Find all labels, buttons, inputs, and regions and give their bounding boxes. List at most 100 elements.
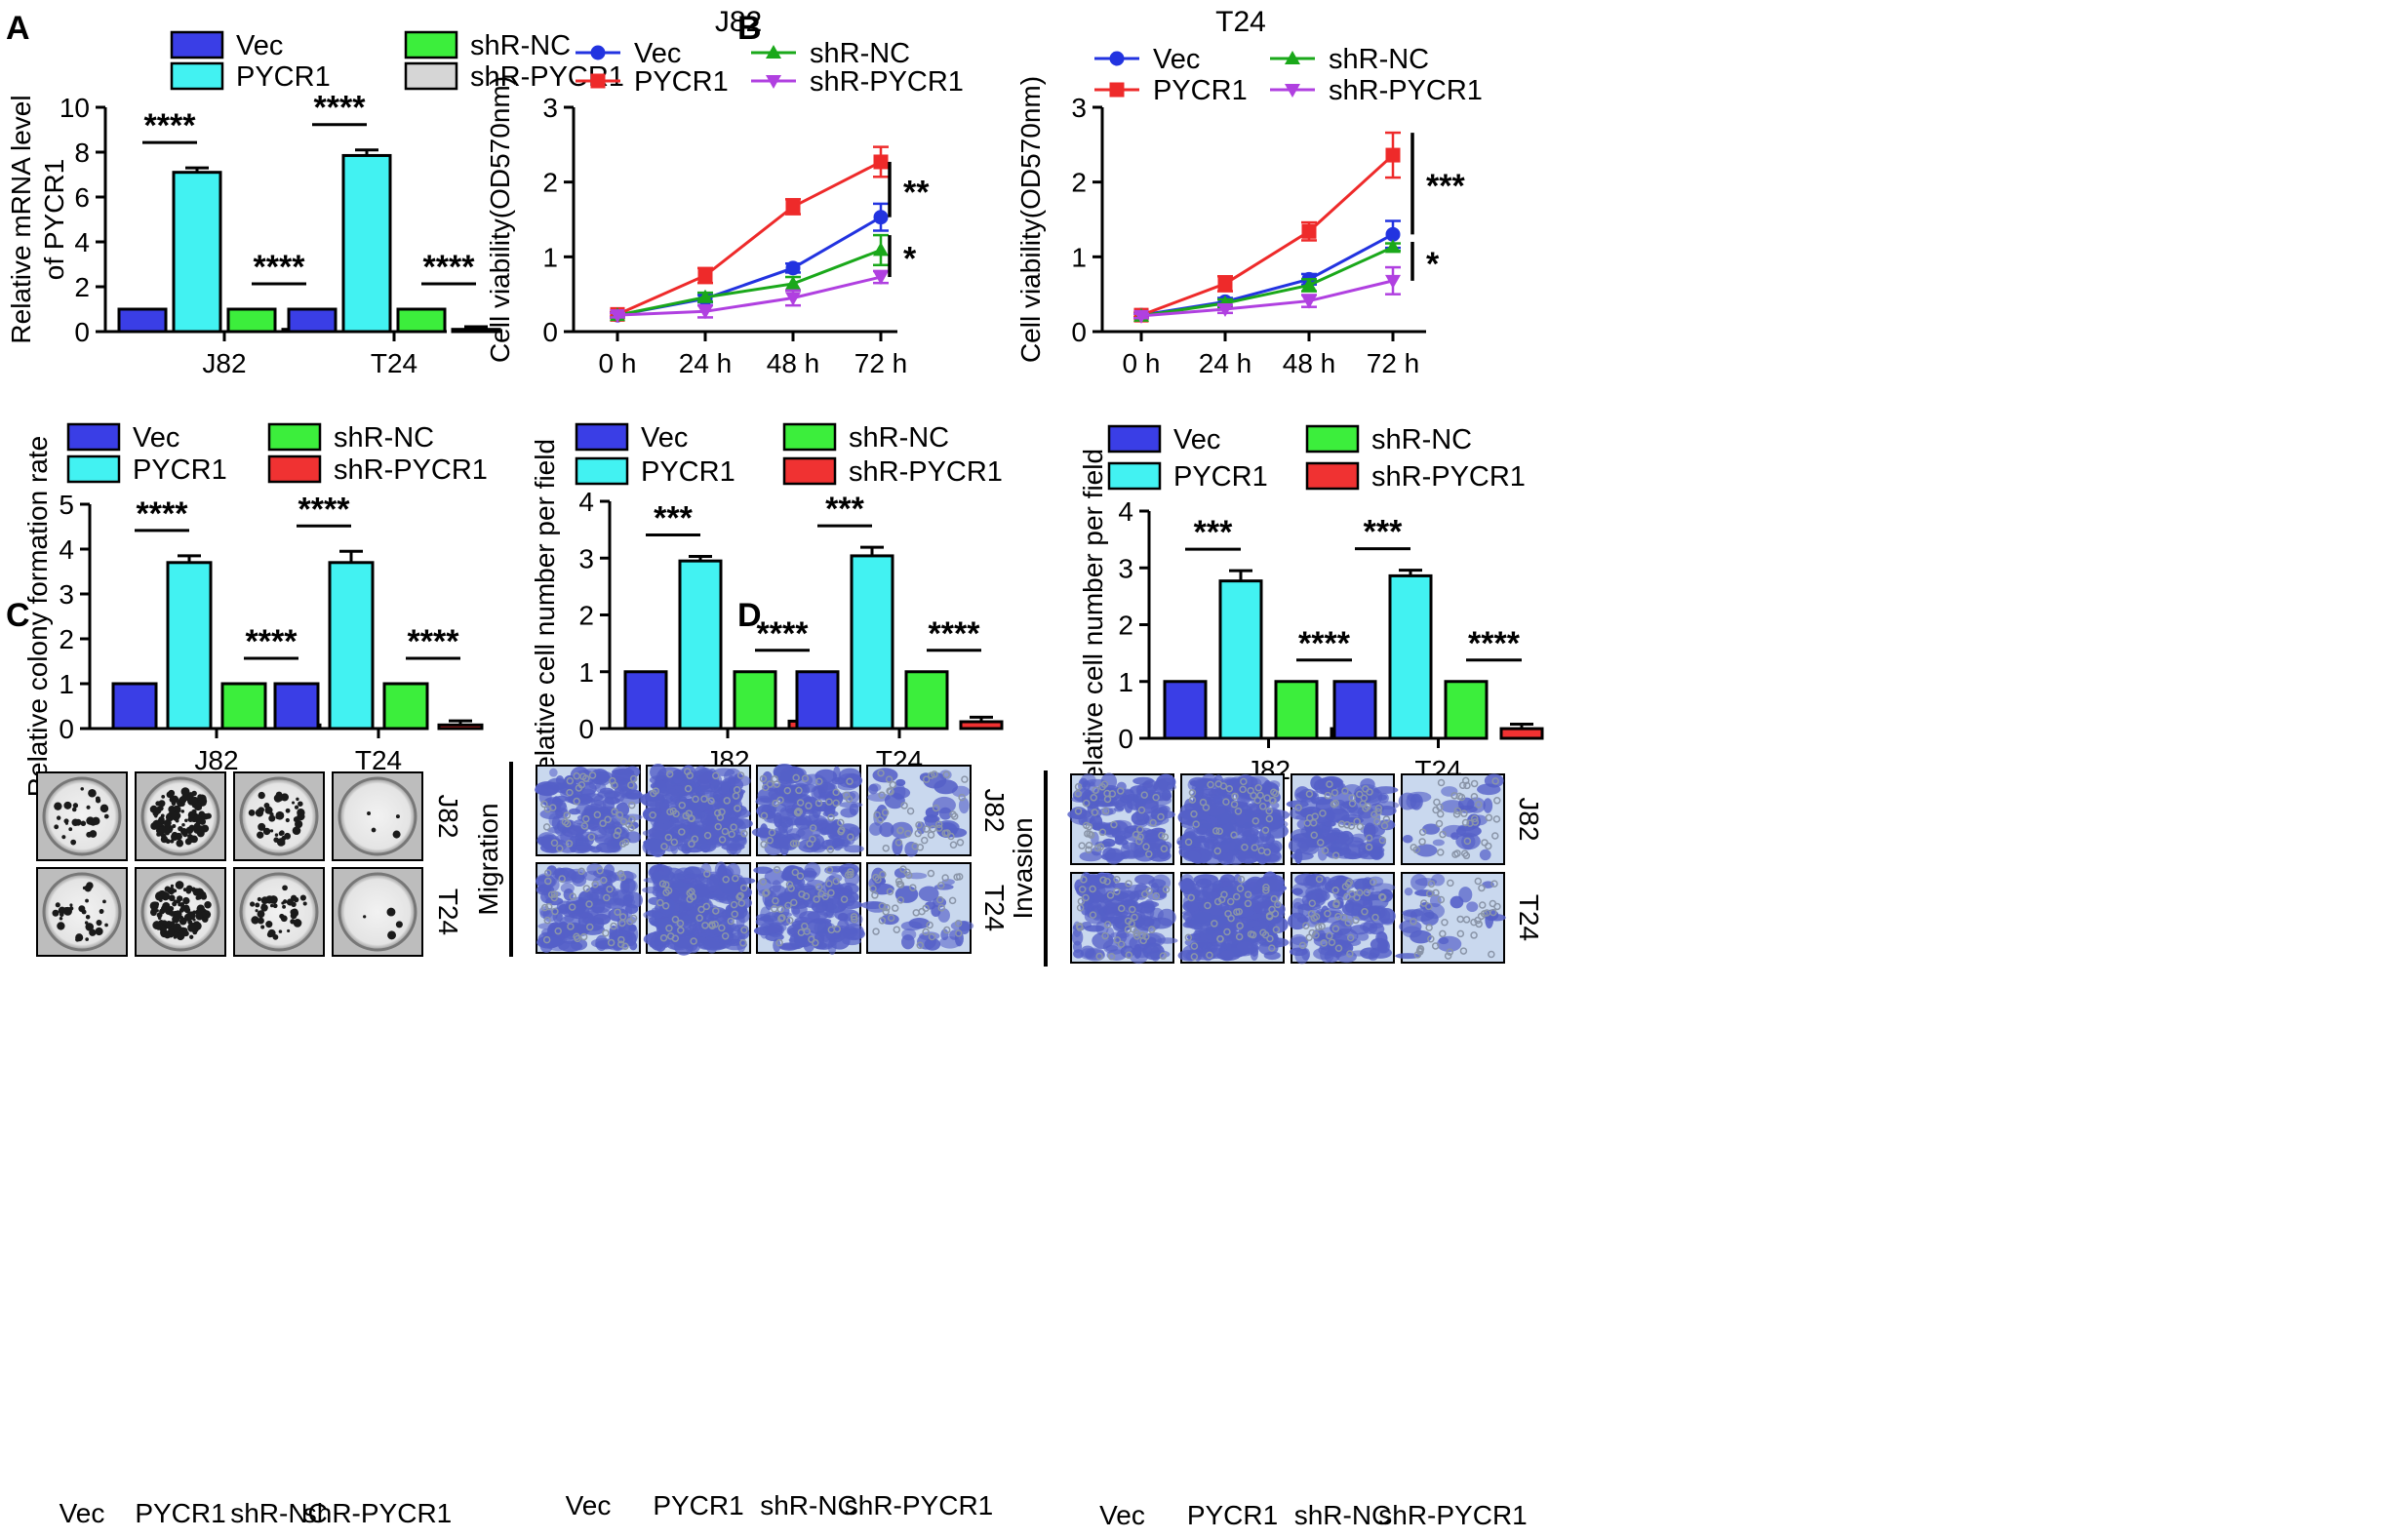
membrane-pore: [740, 830, 748, 838]
legend-swatch-shr-nc: [1305, 424, 1360, 454]
legend-label-pycr1: PYCR1: [634, 66, 729, 98]
stained-cell: [1214, 781, 1226, 796]
membrane-pore: [1117, 904, 1126, 913]
membrane-pore: [771, 904, 778, 913]
y-tick-label: 0: [1071, 317, 1087, 347]
stained-cell: [1123, 827, 1149, 842]
membrane-pore: [1470, 793, 1479, 801]
significance-stars: *: [903, 241, 917, 278]
membrane-pore: [1410, 918, 1417, 926]
membrane-pore: [723, 797, 731, 805]
membrane-pore: [1142, 843, 1150, 850]
stained-cell: [1324, 820, 1336, 827]
colony-dot: [257, 831, 264, 839]
membrane-pore: [1436, 803, 1444, 811]
stained-cell: [1177, 809, 1200, 825]
membrane-pore: [796, 872, 805, 880]
membrane-pore: [1152, 793, 1160, 802]
membrane-pore: [1416, 945, 1425, 953]
stained-cell: [1414, 844, 1438, 857]
stained-cell: [757, 787, 780, 804]
membrane-pore: [658, 880, 667, 888]
stained-cell: [570, 938, 588, 951]
membrane-pore: [772, 896, 779, 905]
membrane-pore: [627, 824, 635, 832]
membrane-pore: [690, 937, 697, 945]
membrane-pore: [1353, 817, 1361, 826]
membrane-pore: [1125, 880, 1132, 888]
membrane-pore: [1446, 948, 1454, 956]
membrane-pore: [1099, 876, 1107, 885]
membrane-pore: [792, 773, 800, 782]
bar-vec-t24: [273, 682, 320, 731]
membrane-pore: [1152, 891, 1161, 900]
colony-dot: [168, 894, 176, 902]
membrane-pore: [949, 841, 958, 849]
x-tick-label-j82: J82: [194, 745, 238, 775]
membrane-pore: [1184, 933, 1193, 941]
membrane-pore: [1098, 783, 1106, 791]
bar-pycr1-t24: [850, 554, 894, 731]
membrane-pore: [809, 835, 816, 844]
membrane-pore: [1459, 947, 1468, 955]
legend-swatch-shr-pycr1: [782, 456, 837, 486]
marker-triangle-down: [785, 292, 801, 306]
marker-triangle-down: [1385, 274, 1401, 289]
stained-cell: [792, 784, 808, 797]
colony-dot: [265, 921, 273, 928]
y-tick-label: 1: [59, 669, 74, 699]
membrane-pore: [1089, 911, 1097, 919]
membrane-pore: [1370, 810, 1378, 818]
legend-label-vec: Vec: [1153, 44, 1200, 75]
membrane-pore: [1159, 952, 1168, 960]
colony-dot: [61, 835, 66, 840]
significance-stars: ***: [1364, 514, 1403, 551]
membrane-pore: [1298, 941, 1307, 950]
colony-dot: [255, 809, 264, 817]
colony-dot: [162, 902, 171, 911]
stained-cell: [790, 901, 808, 919]
membrane-pore: [550, 839, 559, 847]
membrane-pore: [1373, 817, 1381, 826]
stained-cell: [1368, 924, 1385, 935]
stained-cell: [552, 868, 570, 881]
membrane-pore: [886, 787, 894, 795]
membrane-pore: [1456, 915, 1464, 924]
membrane-pore: [678, 828, 686, 836]
membrane-pore: [1474, 877, 1483, 886]
y-tick-label: 0: [59, 714, 74, 744]
panel-label-d: D: [737, 597, 762, 634]
membrane-pore: [701, 922, 709, 929]
significance-stars: ****: [423, 249, 476, 286]
stained-cell: [1358, 843, 1370, 858]
membrane-pore: [794, 809, 802, 817]
membrane-pore: [582, 814, 590, 823]
colony-dot: [63, 818, 69, 824]
y-tick-label: 4: [1118, 496, 1133, 527]
stained-cell: [1271, 846, 1281, 852]
stained-cell: [895, 778, 906, 787]
y-tick-label: 4: [59, 534, 74, 565]
membrane-pore: [1483, 909, 1491, 917]
stained-cell: [595, 771, 612, 786]
colony-dot: [164, 821, 171, 829]
marker-triangle-up: [785, 275, 801, 290]
stained-cell: [865, 901, 889, 913]
colony-dot: [363, 915, 367, 919]
y-axis-label-line: Relative cell number per field: [530, 439, 560, 791]
colony-dot: [158, 816, 164, 822]
colony-dot: [295, 819, 303, 829]
colony-dot: [269, 829, 274, 833]
membrane-pore: [1239, 785, 1247, 794]
legend-label-shr-pycr1: shR-PYCR1: [334, 454, 488, 486]
membrane-pore: [1076, 924, 1084, 931]
column-label-shr-pycr1: shR-PYCR1: [303, 1498, 452, 1528]
stained-cell: [723, 923, 737, 931]
stained-cell: [959, 797, 970, 814]
membrane-pore: [912, 909, 920, 917]
membrane-pore: [731, 910, 738, 918]
membrane-pore: [577, 867, 585, 876]
y-tick-label: 4: [74, 227, 90, 257]
membrane-pore: [815, 883, 823, 891]
membrane-pore: [548, 804, 557, 811]
